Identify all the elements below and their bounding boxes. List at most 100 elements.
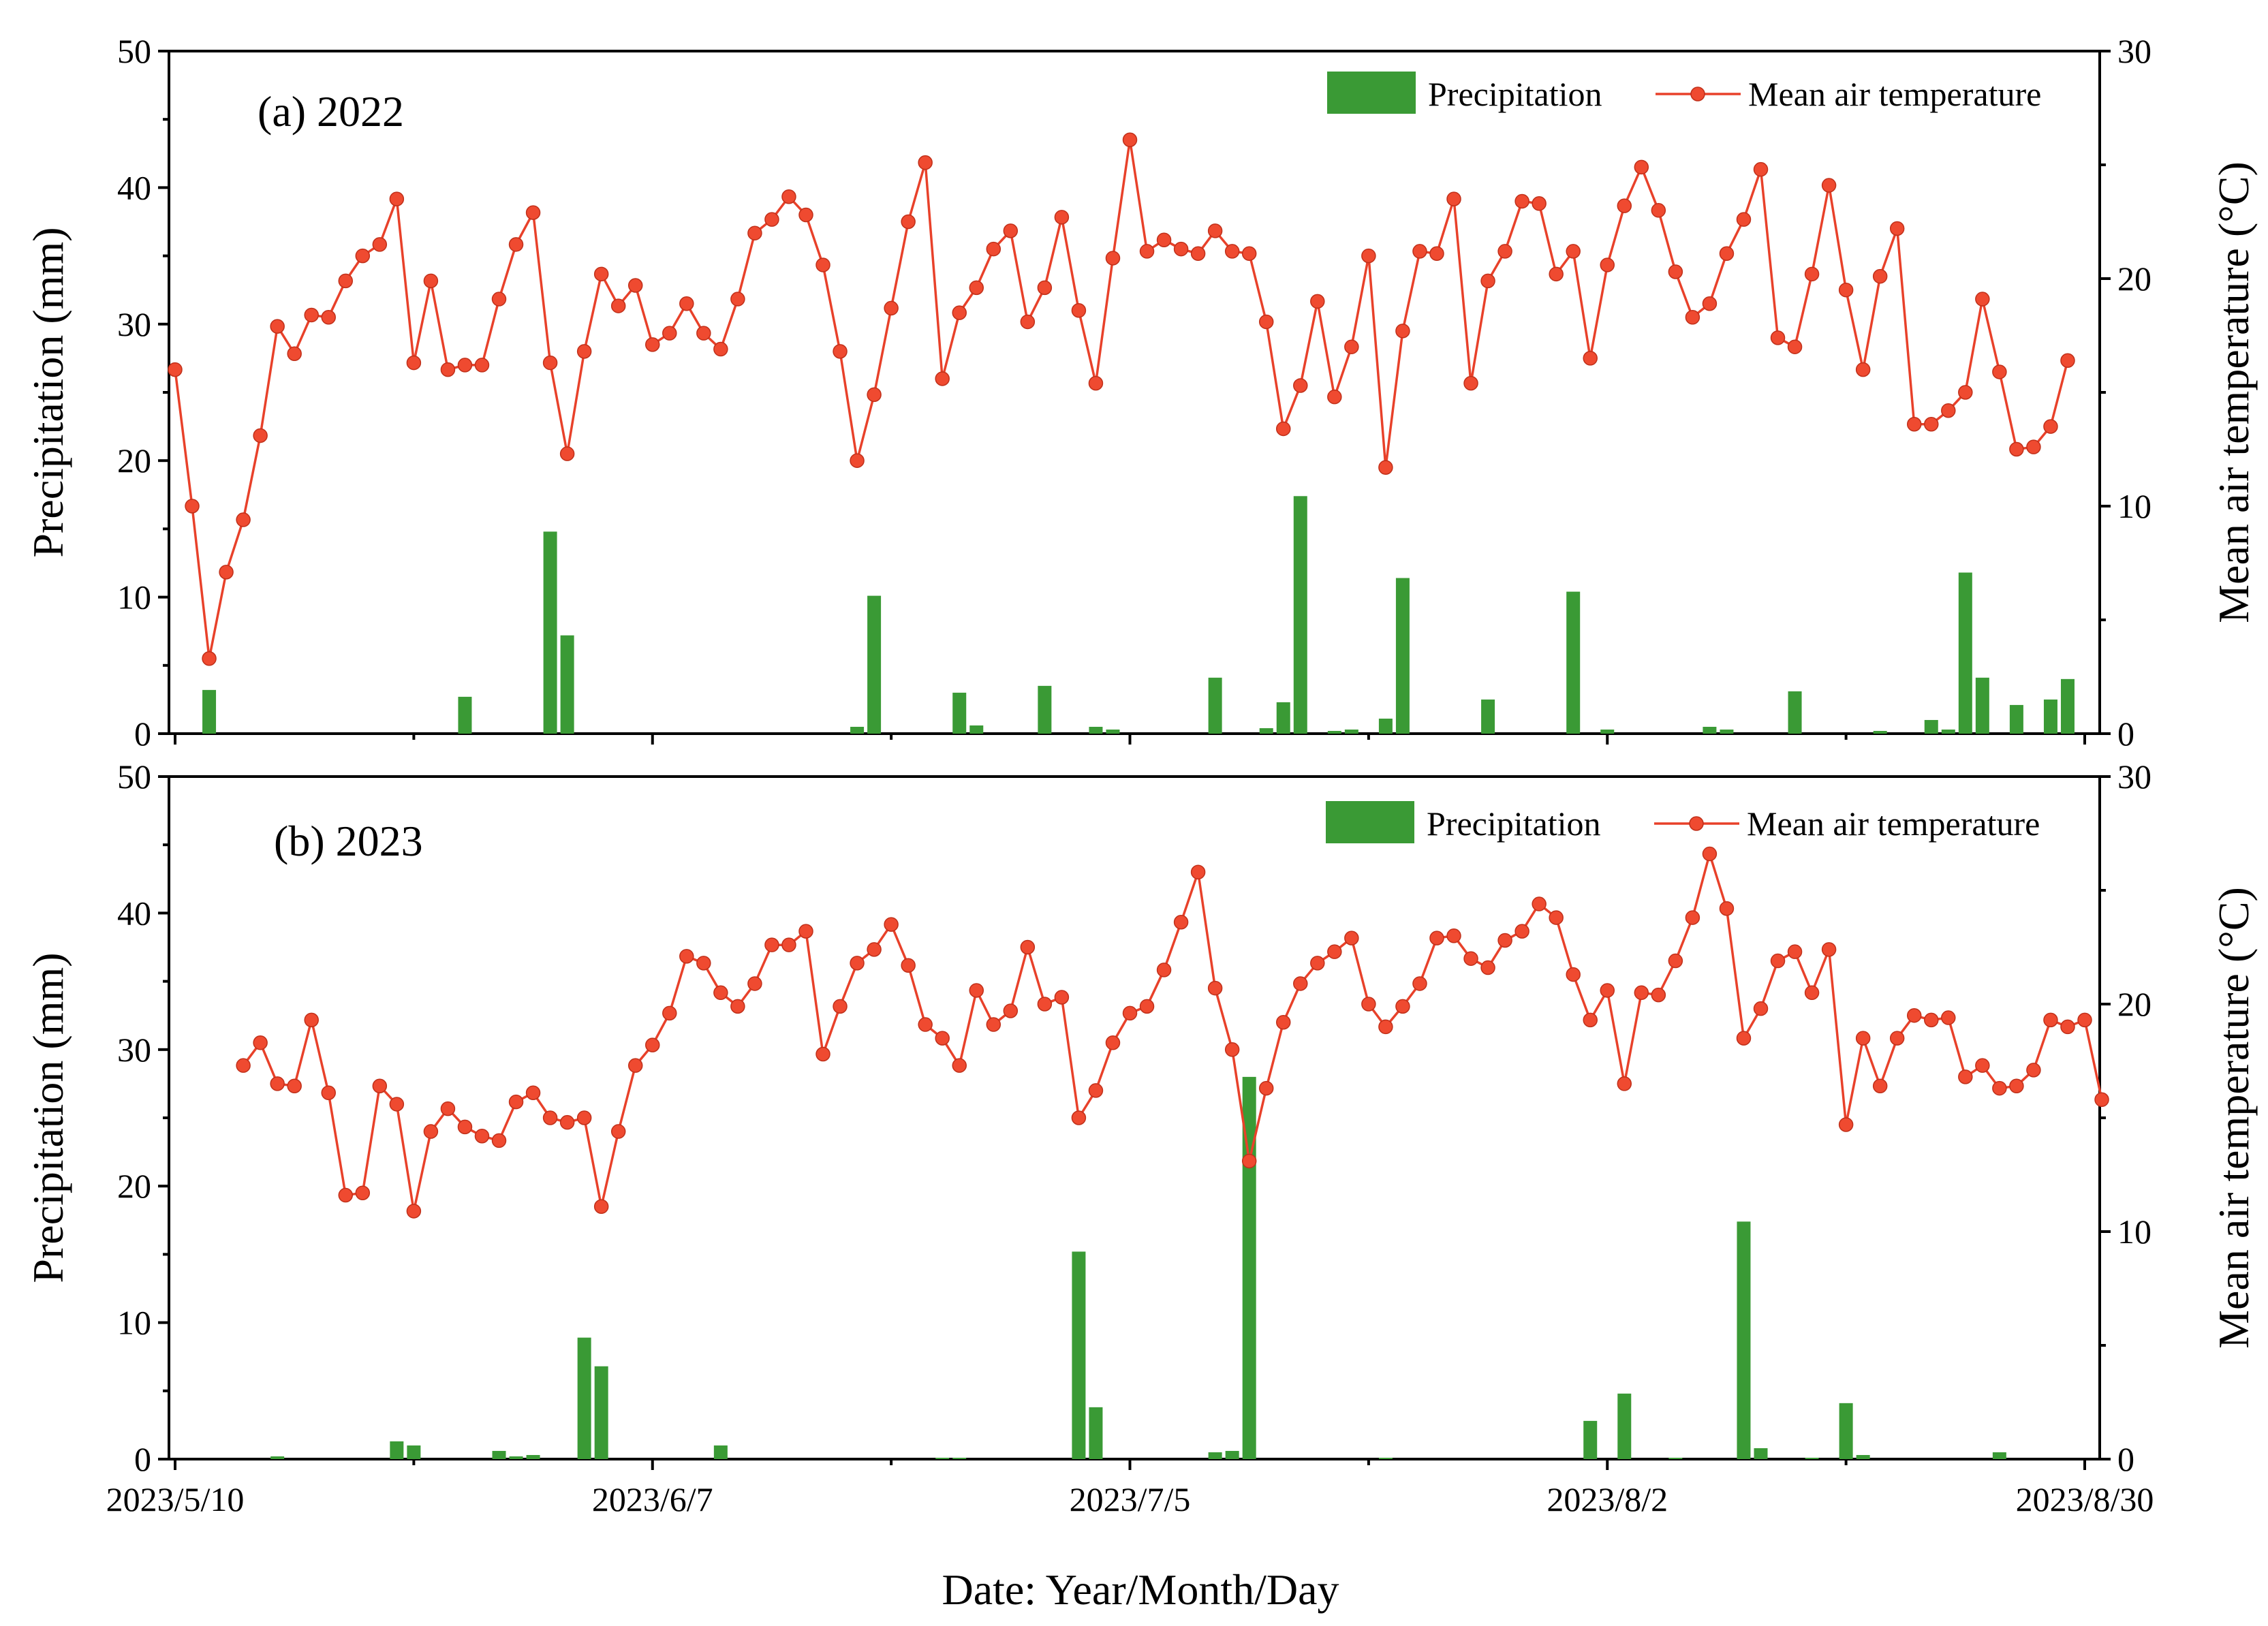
temp-point — [253, 428, 268, 443]
precip-bar — [1839, 1403, 1853, 1459]
temp-point — [1838, 282, 1854, 298]
temp-point — [850, 956, 865, 971]
precipitation-bars — [202, 496, 2075, 734]
precip-bar — [1225, 1450, 1239, 1459]
precip-bar — [1941, 729, 1955, 734]
temp-point — [1770, 953, 1786, 969]
temp-point — [1668, 264, 1683, 279]
plot-frame — [168, 775, 2101, 1460]
temp-point — [321, 1085, 336, 1101]
temp-point — [798, 207, 813, 223]
temp-point — [270, 1076, 285, 1091]
precip-bar — [543, 531, 557, 734]
temp-point — [1753, 161, 1769, 177]
temp-point — [696, 956, 711, 971]
precip-bar — [952, 692, 967, 734]
temp-point — [1736, 1031, 1752, 1046]
temp-point — [1037, 997, 1053, 1012]
y-tick-label: 40 — [117, 894, 151, 932]
temp-point — [1463, 375, 1478, 391]
y-tick-labels: 0 10 20 30 40 50 — [117, 32, 151, 753]
temp-point — [1975, 1058, 1990, 1073]
temp-point — [1804, 985, 1820, 1001]
y2-tick-label: 30 — [2117, 757, 2152, 796]
temp-point — [1037, 280, 1053, 296]
temp-point — [508, 237, 524, 252]
precip-bar — [2009, 704, 2023, 734]
temp-point — [1327, 389, 1342, 405]
temp-point — [1497, 933, 1512, 948]
temp-point — [2009, 1078, 2024, 1093]
precip-bar — [1720, 729, 1734, 734]
temp-point — [287, 1078, 302, 1093]
temp-point — [645, 1037, 660, 1052]
temp-point — [253, 1035, 268, 1050]
temp-point — [730, 999, 745, 1014]
temp-point — [1770, 330, 1786, 345]
precip-bar — [1378, 1457, 1393, 1459]
temp-point — [491, 292, 507, 307]
y-tick-label: 0 — [134, 715, 151, 753]
y-tick-label: 10 — [117, 578, 151, 616]
temp-point — [696, 326, 711, 341]
temp-point — [1122, 132, 1138, 148]
y2-tick-label: 0 — [2117, 715, 2134, 753]
y-tick-label: 10 — [117, 1304, 151, 1342]
precip-bar — [202, 689, 217, 734]
temp-point — [576, 1110, 592, 1125]
temp-point — [1668, 953, 1683, 969]
temp-point — [1122, 1005, 1138, 1021]
x-tick-label: 2023/8/2 — [1547, 1480, 1668, 1518]
temp-point — [1514, 924, 1529, 939]
temp-point — [867, 387, 882, 403]
temp-point — [1207, 223, 1223, 238]
temp-point — [338, 273, 354, 289]
temp-point — [1992, 1080, 2007, 1096]
temp-point — [1975, 292, 1990, 307]
temp-point — [1924, 1012, 1939, 1028]
temp-point — [304, 1012, 319, 1028]
y2-axis-title: Mean air temperature (°C) — [2209, 887, 2258, 1349]
y2-axis-title: Mean air temperature (°C) — [2209, 161, 2258, 623]
temp-point — [236, 512, 251, 527]
temp-point — [270, 319, 285, 334]
temp-point — [815, 1046, 830, 1062]
precip-bar — [867, 595, 882, 734]
precip-bar — [509, 1456, 523, 1459]
temp-point — [901, 214, 916, 230]
temp-point — [952, 1058, 967, 1073]
temp-point — [1395, 324, 1410, 339]
temp-point — [1071, 303, 1087, 318]
precip-bar — [390, 1441, 404, 1459]
axis-ticks — [158, 775, 2111, 1470]
temperature-points — [236, 846, 2109, 1219]
precip-bar — [1737, 1221, 1751, 1459]
y-tick-labels: 0 10 20 30 40 50 — [117, 757, 151, 1478]
precip-bar — [1856, 1454, 1870, 1459]
temp-point — [1207, 980, 1223, 996]
temperature-line — [174, 140, 2069, 659]
temp-point — [508, 1094, 524, 1110]
temp-point — [2060, 353, 2075, 368]
temp-point — [1241, 1153, 1257, 1169]
temp-point — [1378, 1019, 1393, 1035]
temp-point — [1412, 244, 1427, 259]
temp-point — [1804, 266, 1820, 282]
temp-point — [627, 278, 643, 293]
temp-point — [969, 280, 984, 296]
temp-point — [1753, 1001, 1769, 1016]
x-tick-label: 2023/7/5 — [1070, 1480, 1191, 1518]
precip-bar — [969, 725, 984, 734]
precip-bar — [270, 1456, 285, 1459]
precip-bar — [1378, 718, 1393, 734]
precip-bar — [560, 635, 574, 734]
temp-point — [1088, 1083, 1104, 1098]
legend-temperature-label: Mean air temperature — [1747, 804, 2040, 843]
precip-bar — [1293, 496, 1307, 734]
precip-bar — [1600, 729, 1615, 734]
temp-point — [1787, 944, 1803, 959]
temp-point — [2094, 1092, 2109, 1108]
temp-point — [1105, 251, 1121, 266]
legend-temperature-marker — [1690, 87, 1705, 101]
